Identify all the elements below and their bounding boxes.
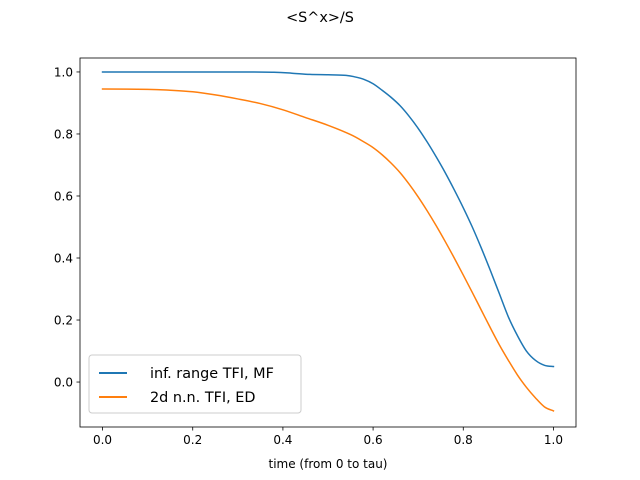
legend: inf. range TFI, MF 2d n.n. TFI, ED xyxy=(88,354,302,414)
series-lines xyxy=(101,71,555,412)
y-tick-label: 0.6 xyxy=(54,189,73,203)
x-tick-label: 0.4 xyxy=(273,433,292,447)
y-tick-label: 1.0 xyxy=(54,65,73,79)
y-tick-label: 0.8 xyxy=(54,127,73,141)
x-tick-label: 0.6 xyxy=(364,433,383,447)
x-axis: 0.0 0.2 0.4 0.6 0.8 1.0 xyxy=(93,427,563,447)
x-tick-label: 0.8 xyxy=(454,433,473,447)
x-tick-label: 1.0 xyxy=(544,433,563,447)
x-tick-label: 0.0 xyxy=(93,433,112,447)
x-axis-label: time (from 0 to tau) xyxy=(268,457,387,471)
legend-label-1: inf. range TFI, MF xyxy=(150,366,274,382)
legend-box xyxy=(88,354,302,414)
series-line-2 xyxy=(101,88,555,412)
y-tick-label: 0.4 xyxy=(54,251,73,265)
y-tick-label: 0.0 xyxy=(54,375,73,389)
x-tick-label: 0.2 xyxy=(183,433,202,447)
y-axis: 0.0 0.2 0.4 0.6 0.8 1.0 xyxy=(54,65,80,389)
series-line-1 xyxy=(101,71,555,368)
plot-frame xyxy=(79,57,577,428)
chart-title: <S^x>/S xyxy=(286,10,354,26)
y-tick-label: 0.2 xyxy=(54,313,73,327)
legend-label-2: 2d n.n. TFI, ED xyxy=(150,390,255,406)
